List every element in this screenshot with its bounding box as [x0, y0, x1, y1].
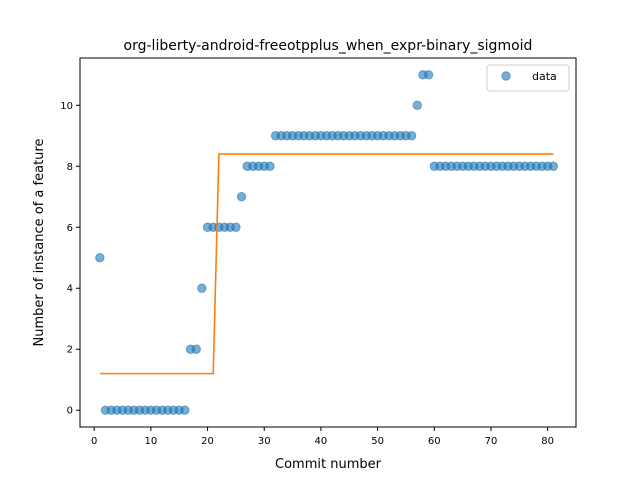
data-point — [231, 222, 241, 232]
data-point — [180, 405, 190, 415]
y-tick-label: 0 — [67, 406, 73, 417]
x-tick-label: 70 — [485, 436, 498, 447]
y-axis-label: Number of instance of a feature — [32, 139, 47, 347]
x-axis-label: Commit number — [275, 457, 382, 472]
data-point — [412, 100, 422, 110]
data-point — [423, 70, 434, 80]
fit-line — [99, 153, 554, 375]
legend-marker-data — [501, 71, 511, 81]
axes-frame — [79, 57, 577, 428]
x-tick-label: 60 — [428, 436, 441, 447]
y-tick-label: 10 — [60, 101, 73, 112]
legend-label-data: data — [532, 70, 557, 83]
x-tick-label: 0 — [91, 436, 97, 447]
x-tick-label: 20 — [201, 436, 214, 447]
y-tick-label: 8 — [67, 162, 73, 173]
y-axis: 0 2 4 6 8 10 — [60, 101, 80, 417]
y-tick-label: 2 — [67, 345, 73, 356]
x-tick-label: 10 — [144, 436, 157, 447]
chart-title: org-liberty-android-freeotpplus_when_exp… — [124, 38, 533, 54]
y-tick-label: 4 — [67, 284, 73, 295]
data-point — [236, 192, 247, 202]
y-tick-label: 6 — [67, 223, 73, 234]
data-point — [406, 131, 417, 141]
data-point — [265, 161, 275, 171]
data-point — [191, 344, 201, 354]
legend: data — [486, 64, 570, 92]
data-point — [95, 253, 105, 263]
x-axis: 0 10 20 30 40 50 60 70 80 — [91, 427, 554, 447]
x-tick-label: 50 — [371, 436, 384, 447]
x-tick-label: 40 — [315, 436, 328, 447]
legend-box — [486, 64, 570, 92]
x-tick-label: 30 — [258, 436, 271, 447]
data-point — [197, 283, 207, 293]
x-tick-label: 80 — [541, 436, 554, 447]
data-point — [548, 161, 559, 171]
plot-area — [95, 70, 559, 415]
